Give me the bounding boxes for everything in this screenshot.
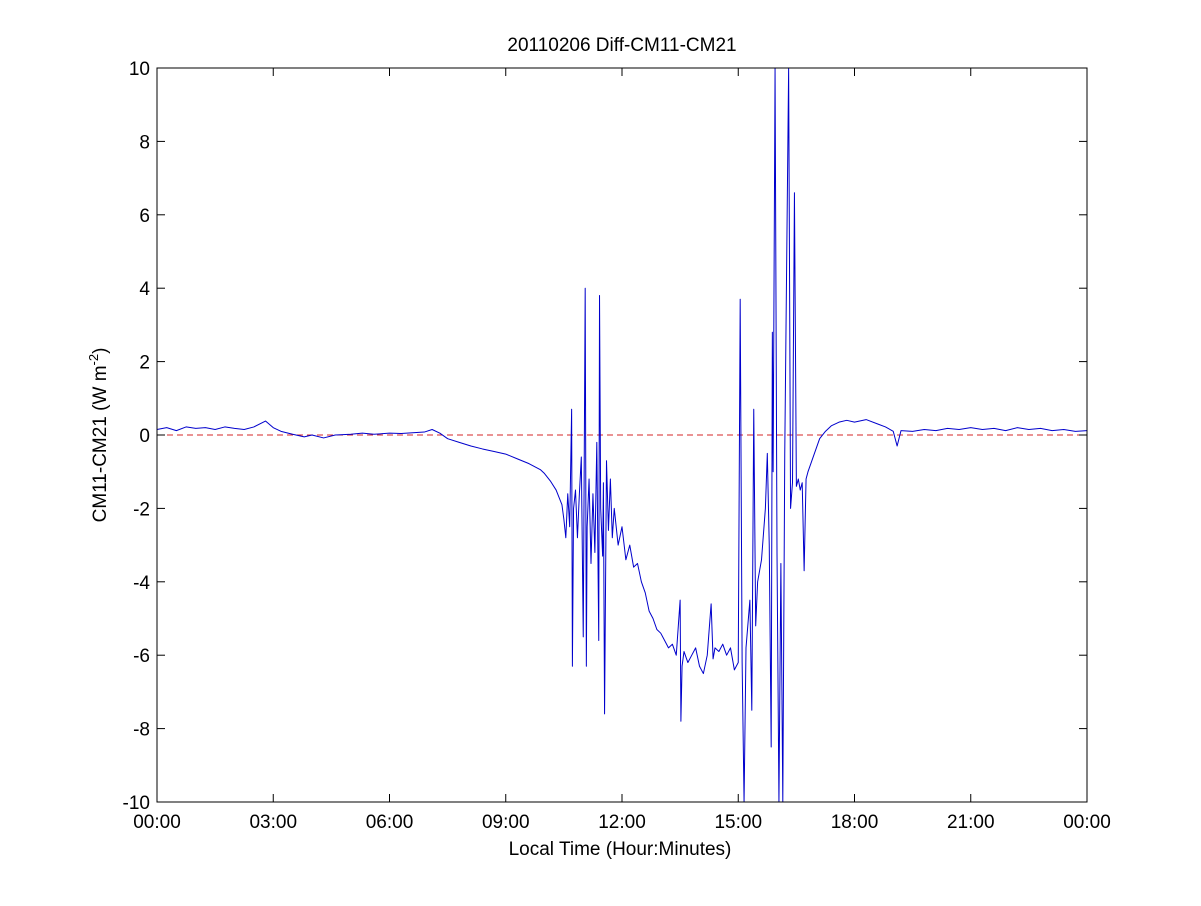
y-tick-label: -6 <box>133 646 150 667</box>
y-axis-label-close: ) <box>90 348 111 354</box>
axis-ticks: 00:00 03:00 06:00 09:00 12:00 15:00 18:00 21:00… <box>123 59 1111 833</box>
x-tick-label: 03:00 <box>249 812 297 833</box>
y-tick-label: -8 <box>133 720 150 741</box>
series-line-0 <box>156 67 1088 803</box>
x-tick-label: 12:00 <box>598 812 646 833</box>
x-tick-label: 00:00 <box>1063 812 1111 833</box>
y-tick-label: 8 <box>139 132 150 153</box>
y-tick-label: 0 <box>139 426 150 447</box>
chart-title: 20110206 Diff-CM11-CM21 <box>507 35 736 56</box>
y-tick-label: 10 <box>129 59 150 80</box>
x-tick-label: 06:00 <box>366 812 414 833</box>
y-axis-label-superscript: -2 <box>86 354 101 366</box>
y-tick-label: -10 <box>123 793 150 814</box>
x-axis-label: Local Time (Hour:Minutes) <box>509 839 732 860</box>
y-tick-label: 6 <box>139 206 150 227</box>
x-tick-label: 18:00 <box>831 812 879 833</box>
x-tick-label: 21:00 <box>947 812 995 833</box>
y-axis-label-main: CM11-CM21 (W m <box>90 365 111 522</box>
x-tick-label: 09:00 <box>482 812 530 833</box>
x-tick-label: 00:00 <box>133 812 181 833</box>
plot-frame <box>156 67 1088 803</box>
y-tick-label: -2 <box>133 499 150 520</box>
y-tick-label: 2 <box>139 353 150 374</box>
y-tick-label: 4 <box>139 279 150 300</box>
x-tick-label: 15:00 <box>714 812 762 833</box>
y-axis-label: CM11-CM21 (W m-2) <box>86 348 111 523</box>
y-tick-label: -4 <box>133 573 150 594</box>
plot-marks <box>156 67 1088 803</box>
